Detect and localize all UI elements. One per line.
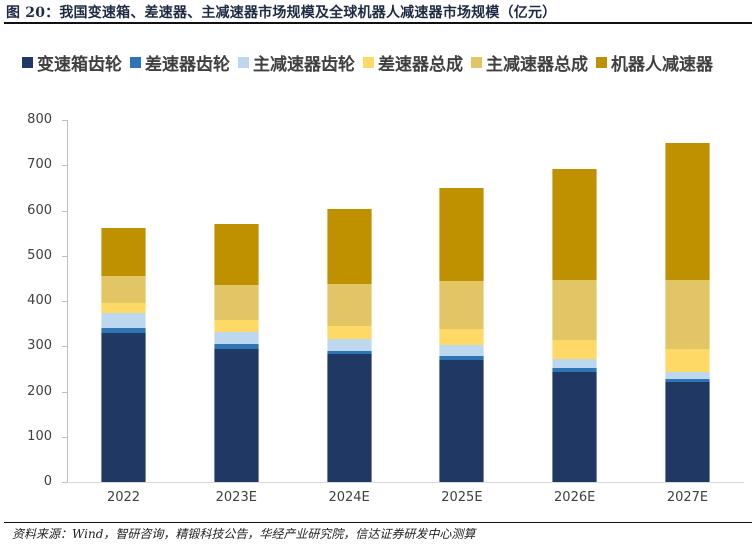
- legend-swatch-icon: [471, 57, 482, 68]
- bar-segment: [326, 209, 372, 284]
- legend-label: 主减速器齿轮: [253, 55, 355, 75]
- y-axis-line: [67, 120, 68, 482]
- legend-swatch-icon: [363, 57, 374, 68]
- bar-segment: [213, 320, 259, 333]
- y-tick-label: 0: [43, 474, 52, 489]
- bar-segment: [439, 281, 485, 330]
- figure-title: 图 20：我国变速箱、差速器、主减速器市场规模及全球机器人减速器市场规模（亿元）: [6, 5, 557, 21]
- bar-segment: [101, 275, 146, 304]
- title-divider: [4, 22, 752, 24]
- bar-segment: [552, 359, 598, 369]
- bar-segment: [101, 327, 146, 333]
- legend-item: 差速器总成: [363, 50, 463, 75]
- y-tick-label: 500: [27, 247, 52, 263]
- x-tick-label: 2023E: [215, 490, 257, 505]
- bar-segment: [665, 143, 710, 281]
- bar-segment: [665, 348, 710, 372]
- source-divider: [4, 522, 752, 523]
- legend-item: 主减速器齿轮: [238, 50, 355, 75]
- bar-segment: [552, 339, 598, 360]
- x-tick-label: 2025E: [441, 490, 483, 505]
- y-tick-mark: [62, 391, 67, 393]
- source-note: 资料来源：Wind，智研咨询，精锻科技公告，华经产业研究院，信达证券研发中心测算: [12, 527, 476, 541]
- bar-segment: [552, 371, 598, 482]
- bar-segment: [552, 280, 598, 340]
- x-tick-label: 2027E: [666, 490, 709, 505]
- legend-label: 差速器总成: [378, 55, 463, 75]
- bar-segment: [439, 329, 485, 346]
- legend-swatch-icon: [238, 57, 249, 68]
- legend-item: 主减速器总成: [471, 50, 588, 75]
- legend-label: 差速器齿轮: [145, 55, 230, 75]
- legend-item: 变速箱齿轮: [22, 50, 122, 75]
- x-tick-label: 2022: [106, 490, 141, 505]
- bar-segment: [213, 344, 259, 349]
- bar-segment: [439, 356, 485, 360]
- legend-label: 变速箱齿轮: [37, 55, 122, 75]
- legend-label: 主减速器总成: [486, 55, 588, 75]
- y-tick-label: 800: [27, 112, 52, 127]
- y-tick-mark: [62, 482, 67, 483]
- bar-segment: [326, 350, 372, 355]
- y-tick-mark: [62, 210, 67, 212]
- bar-segment: [665, 371, 710, 379]
- bar-segment: [101, 313, 146, 328]
- y-tick-label: 600: [27, 202, 52, 218]
- bar-segment: [439, 345, 485, 357]
- y-tick-label: 200: [27, 383, 52, 399]
- y-tick-mark: [62, 301, 67, 302]
- bar-segment: [665, 381, 710, 482]
- legend-swatch-icon: [22, 57, 33, 68]
- bar-segment: [101, 303, 146, 314]
- x-tick-label: 2026E: [554, 490, 596, 505]
- bar-segment: [326, 325, 372, 340]
- bar-segment: [439, 359, 485, 482]
- bar-segment: [552, 169, 598, 281]
- bar-segment: [326, 354, 372, 482]
- bar-segment: [213, 224, 259, 286]
- bar-segment: [439, 188, 485, 282]
- bar-segment: [665, 378, 710, 382]
- legend-swatch-icon: [596, 57, 607, 68]
- chart-legend: 变速箱齿轮 差速器齿轮 主减速器齿轮 差速器总成 主减速器总成 机器人减速器: [22, 50, 721, 75]
- bar-segment: [665, 280, 710, 349]
- y-tick-mark: [62, 120, 67, 121]
- x-tick-label: 2024E: [328, 490, 370, 505]
- bar-segment: [101, 332, 146, 482]
- bar-segment: [213, 285, 259, 321]
- y-tick-mark: [62, 436, 67, 438]
- y-tick-mark: [62, 165, 67, 167]
- bar-segment: [101, 228, 146, 276]
- y-tick-mark: [62, 255, 67, 257]
- y-tick-label: 300: [27, 338, 52, 354]
- legend-item: 差速器齿轮: [130, 50, 230, 75]
- x-axis-line: [62, 482, 744, 483]
- y-tick-label: 400: [27, 293, 52, 308]
- bar-segment: [213, 332, 259, 345]
- y-tick-label: 100: [27, 428, 52, 444]
- legend-item: 机器人减速器: [596, 50, 713, 75]
- y-tick-mark: [62, 346, 67, 348]
- legend-swatch-icon: [130, 57, 141, 68]
- bar-segment: [213, 348, 259, 482]
- y-tick-label: 700: [27, 157, 52, 173]
- legend-label: 机器人减速器: [611, 55, 713, 75]
- bar-segment: [326, 283, 372, 326]
- bar-segment: [552, 368, 598, 372]
- bar-segment: [326, 339, 372, 351]
